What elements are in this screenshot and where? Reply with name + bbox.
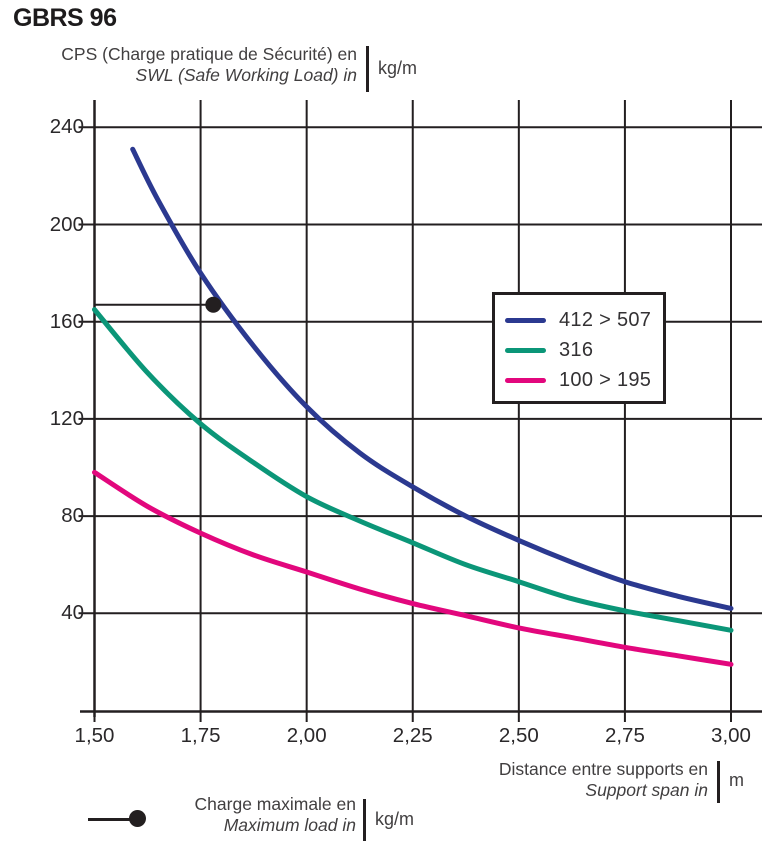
- x-tick-label: 2,75: [604, 724, 645, 747]
- x-tick-label: 1,75: [180, 724, 221, 747]
- legend-row: 100 > 195: [505, 365, 663, 395]
- legend-label: 412 > 507: [559, 308, 652, 331]
- y-tick-label: 40: [61, 601, 84, 625]
- max-load-legend-dot-icon: [129, 810, 146, 827]
- y-tick-label: 200: [49, 212, 84, 236]
- y-axis-unit: kg/m: [378, 58, 418, 78]
- x-tick-label: 2,25: [392, 724, 433, 747]
- max-load-legend: Charge maximale en Maximum load in: [150, 794, 356, 836]
- legend-swatch-icon: [505, 317, 546, 323]
- x-axis-unit-divider: [717, 761, 720, 803]
- y-axis-unit-divider: [366, 46, 369, 92]
- page-title: GBRS 96: [13, 4, 117, 32]
- y-tick-label: 120: [49, 406, 84, 430]
- y-tick-label: 160: [49, 309, 84, 333]
- legend-row: 316: [505, 335, 663, 365]
- x-axis-title-fr: Distance entre supports en: [498, 759, 708, 779]
- legend-label: 100 > 195: [559, 368, 652, 391]
- x-axis-title-en: Support span in: [585, 780, 708, 800]
- curve-100-195: [92, 469, 734, 667]
- curve-412-507: [130, 146, 734, 611]
- max-load-legend-fr: Charge maximale en: [194, 794, 356, 814]
- legend-rows: 412 > 507 316 100 > 195: [505, 305, 663, 395]
- y-axis-title-en: SWL (Safe Working Load) in: [135, 65, 357, 85]
- y-tick-label: 80: [61, 504, 84, 528]
- legend-box: 412 > 507 316 100 > 195: [492, 292, 666, 404]
- legend-swatch-icon: [505, 347, 546, 353]
- max-load-unit: kg/m: [375, 809, 415, 829]
- x-tick-label: 2,50: [498, 724, 539, 747]
- y-tick-label: 240: [49, 115, 84, 139]
- x-axis-unit: m: [729, 770, 744, 790]
- max-load-unit-divider: [363, 799, 366, 841]
- y-axis-title: CPS (Charge pratique de Sécurité) en SWL…: [0, 44, 357, 86]
- legend-swatch-icon: [505, 377, 546, 383]
- x-axis-title: Distance entre supports en Support span …: [350, 759, 708, 801]
- legend-label: 316: [559, 338, 594, 361]
- x-tick-label: 2,00: [286, 724, 327, 747]
- max-load-legend-en: Maximum load in: [223, 815, 356, 835]
- max-load-marker-dot: [205, 296, 222, 313]
- x-tick-label: 1,50: [74, 724, 115, 747]
- max-load-legend-line: [88, 818, 133, 821]
- legend-row: 412 > 507: [505, 305, 663, 335]
- y-axis-title-fr: CPS (Charge pratique de Sécurité) en: [61, 44, 357, 64]
- x-tick-label: 3,00: [711, 724, 751, 747]
- curve-316: [92, 307, 734, 633]
